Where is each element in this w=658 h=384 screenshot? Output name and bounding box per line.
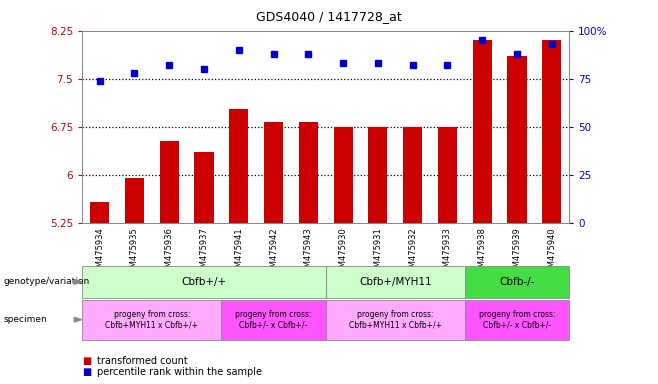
Text: progeny from cross:
Cbfb+MYH11 x Cbfb+/+: progeny from cross: Cbfb+MYH11 x Cbfb+/+ bbox=[349, 310, 442, 329]
Text: progeny from cross:
Cbfb+/- x Cbfb+/-: progeny from cross: Cbfb+/- x Cbfb+/- bbox=[236, 310, 312, 329]
Text: Cbfb-/-: Cbfb-/- bbox=[499, 277, 535, 287]
Bar bbox=[299, 122, 318, 223]
Bar bbox=[403, 127, 422, 223]
Bar bbox=[334, 127, 353, 223]
Bar bbox=[264, 122, 283, 223]
Bar bbox=[507, 56, 526, 223]
Bar bbox=[229, 109, 248, 223]
Polygon shape bbox=[74, 280, 82, 284]
Polygon shape bbox=[74, 317, 82, 322]
Bar bbox=[472, 40, 492, 223]
Text: progeny from cross:
Cbfb+MYH11 x Cbfb+/+: progeny from cross: Cbfb+MYH11 x Cbfb+/+ bbox=[105, 310, 198, 329]
Text: genotype/variation: genotype/variation bbox=[3, 277, 89, 286]
Bar bbox=[542, 40, 561, 223]
Bar bbox=[125, 178, 144, 223]
Text: Cbfb+/+: Cbfb+/+ bbox=[182, 277, 226, 287]
Text: specimen: specimen bbox=[3, 315, 47, 324]
Bar bbox=[368, 127, 388, 223]
Text: percentile rank within the sample: percentile rank within the sample bbox=[97, 367, 262, 377]
Text: progeny from cross:
Cbfb+/- x Cbfb+/-: progeny from cross: Cbfb+/- x Cbfb+/- bbox=[479, 310, 555, 329]
Text: GDS4040 / 1417728_at: GDS4040 / 1417728_at bbox=[256, 10, 402, 23]
Text: transformed count: transformed count bbox=[97, 356, 188, 366]
Text: Cbfb+/MYH11: Cbfb+/MYH11 bbox=[359, 277, 432, 287]
Text: ■: ■ bbox=[82, 367, 91, 377]
Bar bbox=[194, 152, 214, 223]
Bar bbox=[438, 127, 457, 223]
Text: ■: ■ bbox=[82, 356, 91, 366]
Bar bbox=[160, 141, 179, 223]
Bar bbox=[90, 202, 109, 223]
